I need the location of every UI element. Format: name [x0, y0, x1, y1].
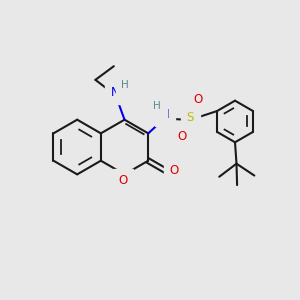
- Text: O: O: [177, 130, 186, 143]
- Text: O: O: [118, 174, 128, 188]
- Text: N: N: [161, 108, 170, 121]
- Text: H: H: [121, 80, 129, 90]
- Text: O: O: [169, 164, 179, 177]
- Text: O: O: [193, 93, 203, 106]
- Text: N: N: [111, 86, 119, 99]
- Text: S: S: [187, 110, 194, 124]
- Text: H: H: [153, 101, 161, 111]
